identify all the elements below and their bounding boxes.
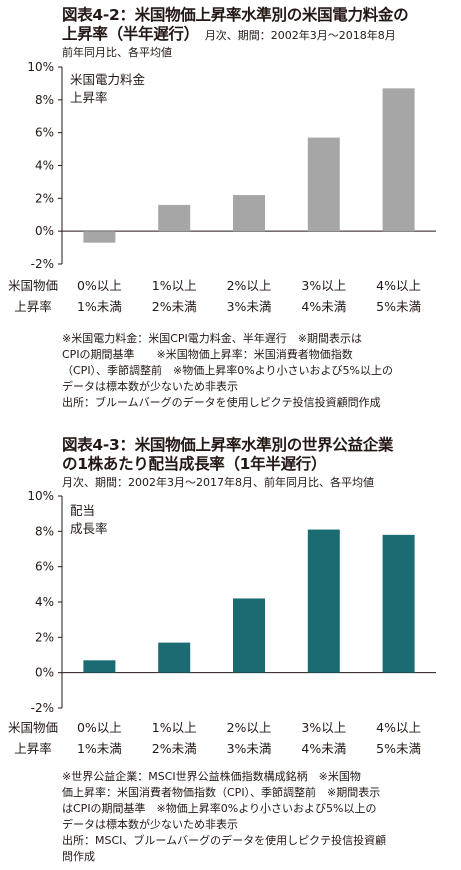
title-line-2: 上昇率（半年遅行） 月次、期間：2002年3月～2018年8月	[62, 25, 408, 45]
note-line: ※米国電力料金：米国CPI電力料金、半年遅行 ※期間表示は	[62, 332, 362, 345]
bar	[158, 204, 191, 232]
x-category-label: 4%以上	[376, 278, 421, 293]
bar-chart-electricity: -2% 0% 2% 4% 6% 8% 10% 0%以上 1%未満 1%以上 2%未満 2%以上 3%未満…	[8, 60, 436, 314]
y-tick-label: 2%	[35, 630, 54, 644]
bar-chart-dividend: -2% 0% 2% 4% 6% 8% 10% 0%以上 1%未満 1%以上 2%未満 2%以上 3%未満…	[8, 489, 436, 756]
bar	[83, 231, 116, 243]
x-axis-title: 米国物価	[8, 278, 58, 293]
figure-notes: ※世界公益企業：MSCI世界公益株価指数構成銘柄 ※米国物 価上昇率：米国消費者…	[62, 769, 434, 865]
x-category-label: 3%以上	[301, 720, 346, 735]
x-category-label: 2%未満	[152, 299, 197, 314]
bar	[158, 642, 191, 673]
x-category-label: 1%以上	[152, 278, 197, 293]
series-label: 配当	[70, 503, 95, 518]
y-tick-label: 2%	[35, 191, 54, 205]
y-tick-label: -2%	[31, 701, 54, 715]
x-category-label: 4%未満	[301, 741, 346, 756]
x-category-label: 3%以上	[301, 278, 346, 293]
y-tick-label: 6%	[35, 126, 54, 140]
x-axis-title: 上昇率	[14, 299, 52, 314]
y-tick-label: 4%	[35, 159, 54, 173]
title-line-1: 図表4-2：米国物価上昇率水準別の米国電力料金の	[62, 6, 409, 24]
title-line-1: 図表4-3：米国物価上昇率水準別の世界公益企業	[62, 436, 394, 454]
series-label: 米国電力料金	[70, 72, 146, 87]
note-line: データは標本数が少ないため非表示	[62, 818, 238, 831]
series-label: 上昇率	[70, 90, 108, 105]
title-line-2-text: 上昇率（半年遅行）	[62, 25, 199, 43]
figure-title: 図表4-2：米国物価上昇率水準別の米国電力料金の 上昇率（半年遅行） 月次、期間：…	[62, 6, 409, 45]
x-category-label: 1%未満	[77, 741, 122, 756]
x-category-label: 5%未満	[376, 299, 421, 314]
y-tick-label: 8%	[35, 524, 54, 538]
y-tick-label: 8%	[35, 93, 54, 107]
figure-title: 図表4-3：米国物価上昇率水準別の世界公益企業 の1株あたり配当成長率（1年半遅…	[62, 436, 393, 474]
x-category-label: 2%未満	[152, 741, 197, 756]
figure-dividend: 図表4-3：米国物価上昇率水準別の世界公益企業 の1株あたり配当成長率（1年半遅…	[0, 430, 461, 870]
x-category-label: 4%未満	[301, 299, 346, 314]
x-category-label: 1%以上	[152, 720, 197, 735]
note-line: 出所：ブルームバーグのデータを使用しピクテ投信投資顧問作成	[62, 396, 381, 409]
title-line-2: の1株あたり配当成長率（1年半遅行）	[62, 455, 327, 473]
y-tick-label: 4%	[35, 595, 54, 609]
x-category-label: 3%未満	[227, 299, 272, 314]
bar	[382, 88, 415, 232]
y-tick-label: 10%	[27, 60, 54, 74]
figure-subtitle: 前年同月比、各平均値	[62, 46, 172, 59]
x-category-label: 1%未満	[77, 299, 122, 314]
x-category-label: 2%以上	[227, 720, 272, 735]
note-line: （CPI）、季節調整前 ※物価上昇率0%より小さいおよび5%以上の	[62, 364, 393, 377]
note-line: はCPIの期間基準 ※物価上昇率0%より小さいおよび5%以上の	[62, 802, 377, 815]
figure-subtitle: 月次、期間：2002年3月～2017年8月、前年同月比、各平均値	[62, 476, 374, 489]
note-line: ※世界公益企業：MSCI世界公益株価指数構成銘柄 ※米国物	[62, 770, 361, 783]
bar	[382, 534, 415, 673]
figure-electricity: 図表4-2：米国物価上昇率水準別の米国電力料金の 上昇率（半年遅行） 月次、期間：…	[0, 0, 461, 420]
y-tick-label: 0%	[35, 666, 54, 680]
note-line: 価上昇率：米国消費者物価指数（CPI）、季節調整前 ※期間表示	[62, 786, 381, 799]
x-category-label: 0%以上	[77, 278, 122, 293]
y-tick-label: 0%	[35, 224, 54, 238]
x-axis-title: 上昇率	[14, 741, 52, 756]
bar	[83, 660, 116, 673]
y-tick-label: 6%	[35, 560, 54, 574]
x-category-label: 3%未満	[227, 741, 272, 756]
x-category-label: 4%以上	[376, 720, 421, 735]
note-line: 問作成	[62, 850, 95, 863]
figure-notes: ※米国電力料金：米国CPI電力料金、半年遅行 ※期間表示は CPIの期間基準 ※…	[62, 331, 434, 411]
bar	[233, 195, 265, 232]
bar	[307, 529, 340, 673]
x-axis-title: 米国物価	[8, 720, 58, 735]
y-tick-label: -2%	[31, 257, 54, 271]
title-side-note: 月次、期間：2002年3月～2018年8月	[204, 29, 396, 42]
bar	[233, 598, 265, 673]
note-line: データは標本数が少ないため非表示	[62, 380, 238, 393]
note-line: CPIの期間基準 ※米国物価上昇率：米国消費者物価指数	[62, 348, 353, 361]
x-category-label: 2%以上	[227, 278, 272, 293]
note-line: 出所：MSCI、ブルームバーグのデータを使用しピクテ投信投資顧	[62, 834, 387, 847]
y-tick-label: 10%	[27, 489, 54, 503]
x-category-label: 5%未満	[376, 741, 421, 756]
bar	[307, 137, 340, 232]
series-label: 成長率	[70, 521, 108, 536]
x-category-label: 0%以上	[77, 720, 122, 735]
